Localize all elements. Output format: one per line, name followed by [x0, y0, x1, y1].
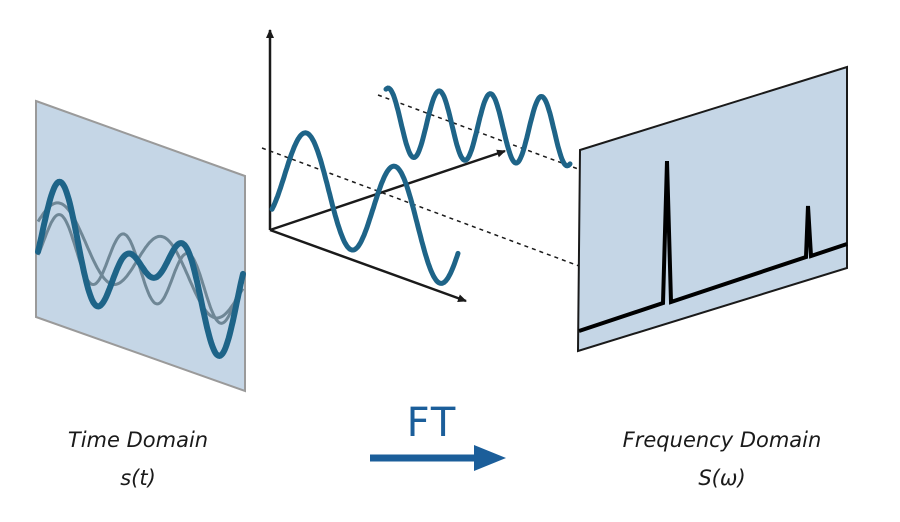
time-axis: [269, 228, 467, 303]
time-domain-panel: [35, 99, 246, 393]
time-signal-label: s(t): [120, 466, 156, 490]
transform-arrow: [370, 445, 506, 471]
frequency-axis: [269, 149, 506, 232]
time-domain-label: Time Domain: [68, 428, 208, 452]
3d-axes: [266, 29, 506, 303]
frequency-domain-label: Frequency Domain: [623, 428, 822, 452]
frequency-domain-panel: [576, 65, 848, 353]
frequency-spectrum: [578, 160, 848, 333]
time-signal-wave: [35, 178, 246, 359]
low-frequency-component-wave: [269, 130, 461, 286]
high-frequency-component-wave: [383, 85, 573, 169]
frequency-signal-label: S(ω): [698, 466, 745, 490]
transform-label: FT: [407, 400, 458, 446]
